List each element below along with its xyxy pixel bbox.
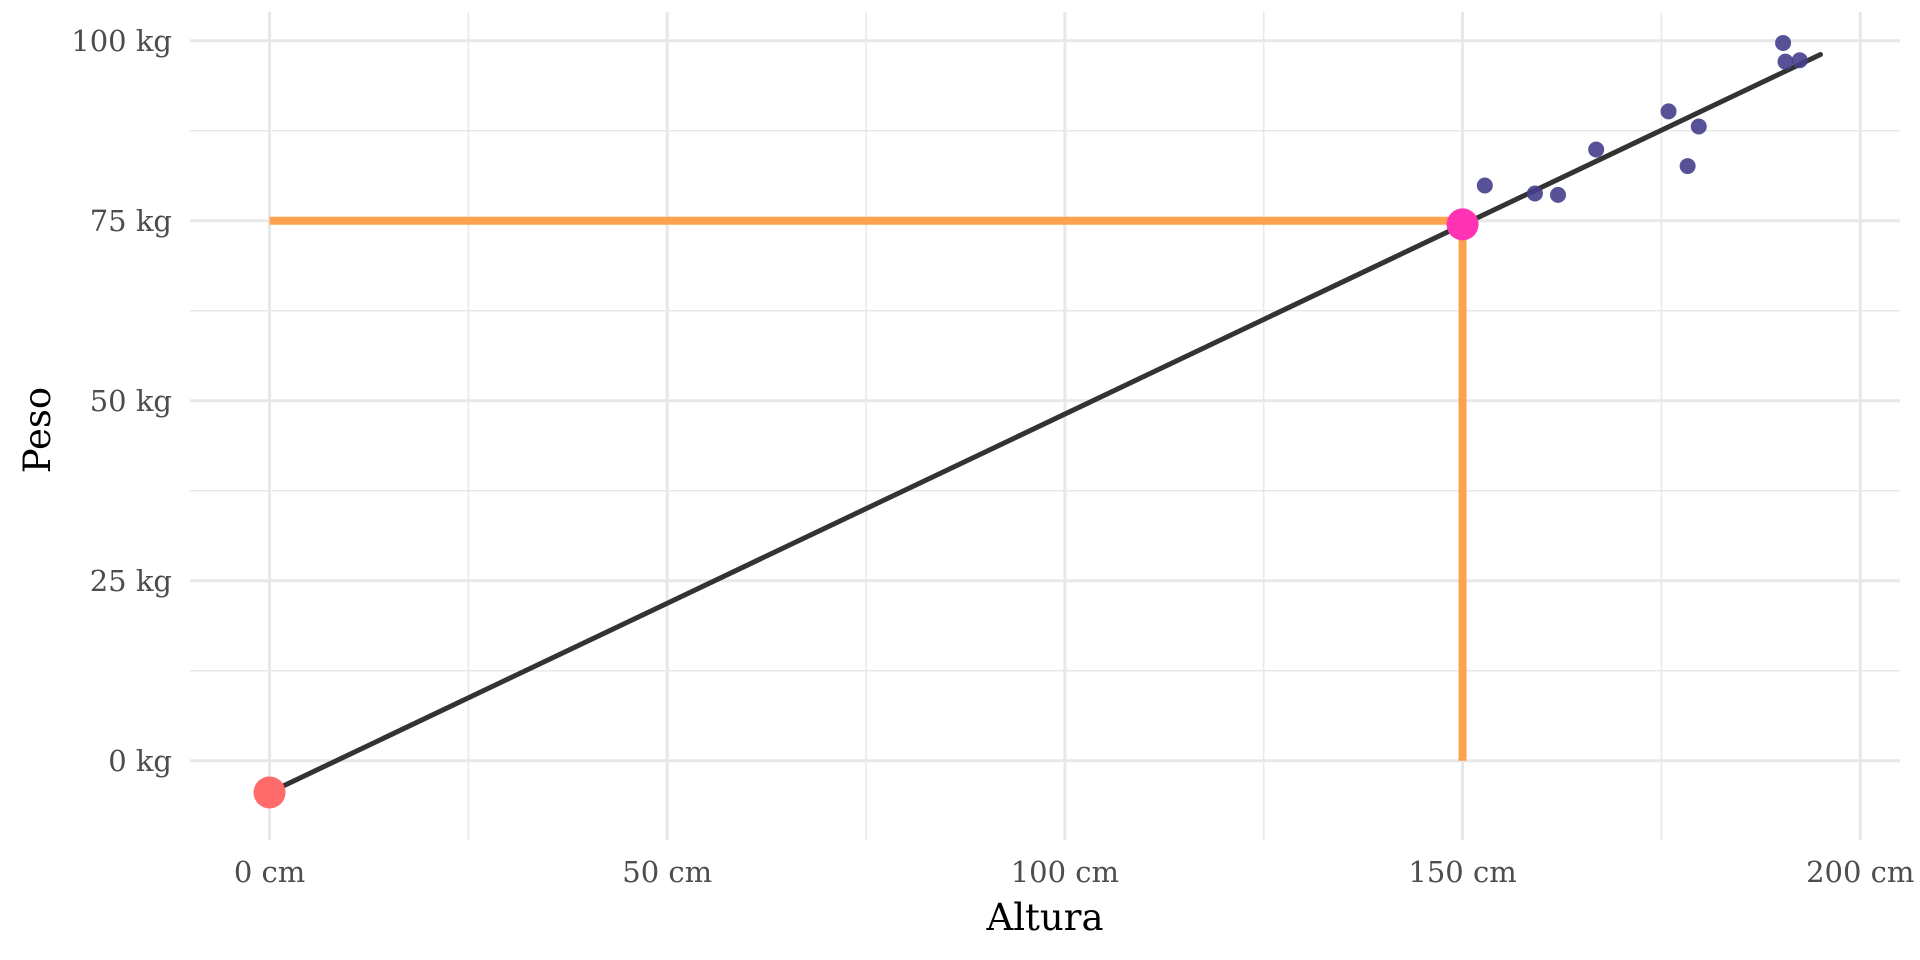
y-tick-label: 50 kg bbox=[90, 384, 172, 418]
data-point bbox=[1791, 52, 1808, 69]
x-axis-ticks: 0 cm 50 cm 100 cm 150 cm 200 cm bbox=[234, 855, 1915, 889]
y-tick-label: 75 kg bbox=[90, 204, 172, 238]
guide-lines bbox=[269, 216, 1467, 761]
x-tick-label: 200 cm bbox=[1806, 855, 1914, 889]
data-point bbox=[1679, 158, 1696, 175]
x-tick-label: 0 cm bbox=[234, 855, 305, 889]
y-axis-title: Peso bbox=[16, 387, 59, 473]
y-tick-label: 0 kg bbox=[108, 744, 172, 778]
data-point bbox=[1526, 185, 1543, 202]
data-point bbox=[1777, 53, 1794, 70]
y-tick-label: 25 kg bbox=[90, 564, 172, 598]
y-tick-label: 100 kg bbox=[71, 24, 172, 58]
grid-minor bbox=[190, 12, 1900, 840]
regression-line bbox=[267, 52, 1823, 795]
regression-line-path bbox=[267, 52, 1823, 795]
data-point bbox=[1476, 177, 1493, 194]
intercept-point bbox=[253, 776, 286, 809]
data-points bbox=[1476, 34, 1808, 203]
y-axis-ticks: 0 kg 25 kg 50 kg 75 kg 100 kg bbox=[71, 24, 172, 778]
x-tick-label: 150 cm bbox=[1408, 855, 1516, 889]
data-point bbox=[1550, 186, 1566, 203]
data-point bbox=[1775, 34, 1792, 51]
data-point bbox=[1690, 118, 1707, 135]
highlight-points bbox=[253, 208, 1479, 809]
x-tick-label: 50 cm bbox=[622, 855, 712, 889]
x-tick-label: 100 cm bbox=[1011, 855, 1119, 889]
data-point bbox=[1588, 141, 1605, 158]
x-axis-title: Altura bbox=[986, 896, 1104, 939]
data-point bbox=[1660, 103, 1677, 120]
prediction-point bbox=[1446, 208, 1479, 241]
